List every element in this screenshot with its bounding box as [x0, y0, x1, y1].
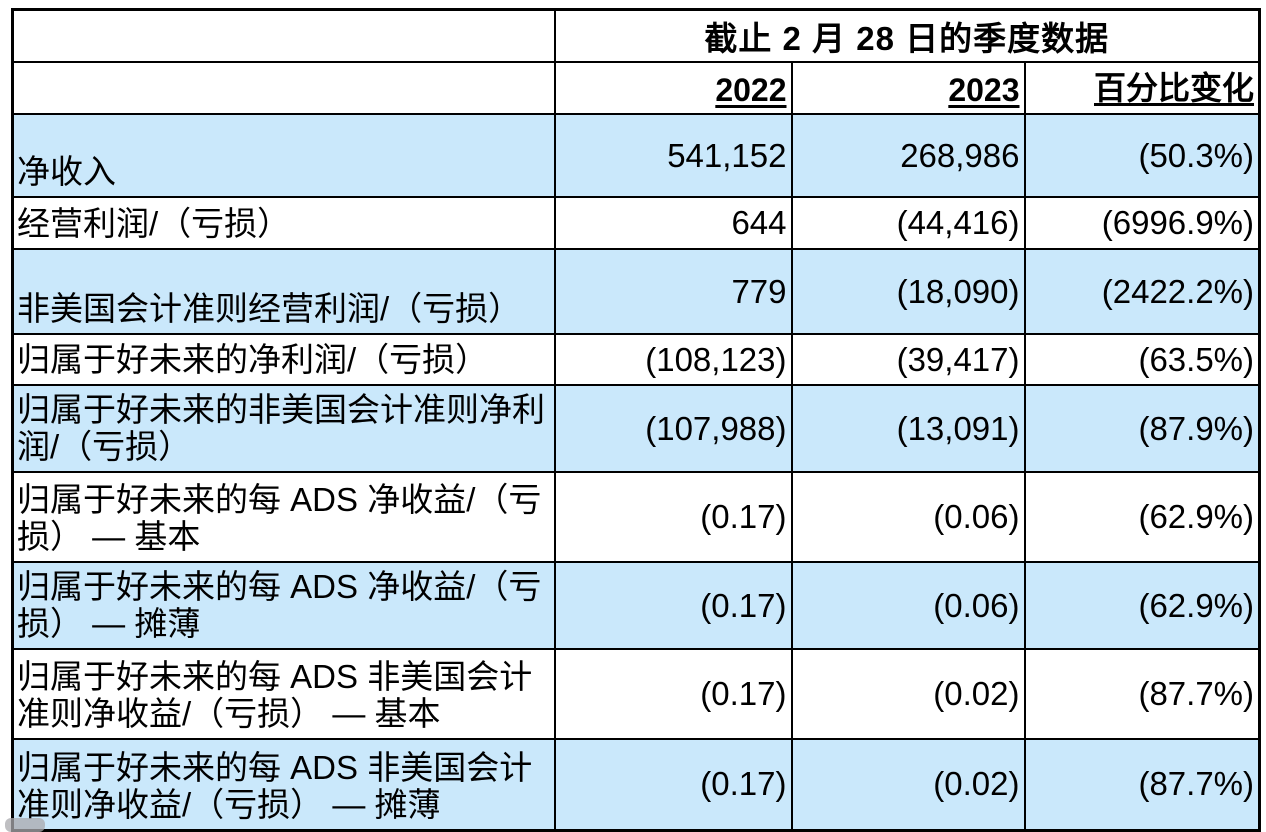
column-header-2022-text: 2022 — [715, 72, 787, 108]
column-header-percent-change: 百分比变化 — [1023, 61, 1261, 115]
value-2022-cell: 779 — [553, 248, 793, 335]
row-label-cell: 归属于好未来的每 ADS 净收益/（亏损） — 摊薄 — [11, 561, 556, 650]
value-2022-cell: (0.17) — [553, 561, 793, 650]
table-row-net-revenue: 净收入 541,152 268,986 (50.3%) — [11, 113, 1261, 198]
row-label-cell: 非美国会计准则经营利润/（亏损） — [11, 248, 556, 335]
table-row-net-income-per-ads-diluted: 归属于好未来的每 ADS 净收益/（亏损） — 摊薄 (0.17) (0.06)… — [11, 561, 1261, 650]
row-label-cell: 归属于好未来的每 ADS 净收益/（亏损） — 基本 — [11, 471, 556, 563]
row-label-cell: 净收入 — [11, 113, 556, 198]
column-header-percent-change-text: 百分比变化 — [1094, 70, 1255, 106]
quarterly-financial-table: 截止 2 月 28 日的季度数据 2022 2023 百分比变化 净收入 541… — [11, 8, 1262, 832]
header-row-columns: 2022 2023 百分比变化 — [11, 61, 1261, 115]
value-2022-cell: (0.17) — [553, 471, 793, 563]
row-label-cell: 归属于好未来的净利润/（亏损） — [11, 333, 556, 386]
screenshot-edge-artifact — [5, 818, 45, 832]
header-row-title: 截止 2 月 28 日的季度数据 — [11, 8, 1261, 63]
value-2022-cell: (0.17) — [553, 648, 793, 740]
percent-change-cell: (50.3%) — [1023, 113, 1261, 198]
table-row-non-gaap-operating-income: 非美国会计准则经营利润/（亏损） 779 (18,090) (2422.2%) — [11, 248, 1261, 335]
percent-change-cell: (87.9%) — [1023, 384, 1261, 473]
table-row-net-income-per-ads-basic: 归属于好未来的每 ADS 净收益/（亏损） — 基本 (0.17) (0.06)… — [11, 471, 1261, 563]
value-2022-cell: (0.17) — [553, 738, 793, 831]
value-2023-cell: (39,417) — [790, 333, 1026, 386]
value-2022-cell: (107,988) — [553, 384, 793, 473]
percent-change-cell: (6996.9%) — [1023, 196, 1261, 250]
value-2023-cell: 268,986 — [790, 113, 1026, 198]
value-2022-cell: (108,123) — [553, 333, 793, 386]
row-label-cell: 归属于好未来的每 ADS 非美国会计准则净收益/（亏损） — 基本 — [11, 648, 556, 740]
percent-change-cell: (2422.2%) — [1023, 248, 1261, 335]
empty-header-cell — [11, 61, 556, 115]
row-label-cell: 归属于好未来的非美国会计准则净利润/（亏损） — [11, 384, 556, 473]
column-header-2023-text: 2023 — [948, 72, 1020, 108]
value-2023-cell: (0.02) — [790, 648, 1026, 740]
table-row-non-gaap-net-income-attributable: 归属于好未来的非美国会计准则净利润/（亏损） (107,988) (13,091… — [11, 384, 1261, 473]
table-title: 截止 2 月 28 日的季度数据 — [553, 8, 1261, 63]
table-row-non-gaap-net-income-per-ads-diluted: 归属于好未来的每 ADS 非美国会计准则净收益/（亏损） — 摊薄 (0.17)… — [11, 738, 1261, 831]
percent-change-cell: (62.9%) — [1023, 471, 1261, 563]
table-row-operating-income: 经营利润/（亏损） 644 (44,416) (6996.9%) — [11, 196, 1261, 250]
percent-change-cell: (62.9%) — [1023, 561, 1261, 650]
column-header-2023: 2023 — [790, 61, 1026, 115]
row-label-cell: 归属于好未来的每 ADS 非美国会计准则净收益/（亏损） — 摊薄 — [11, 738, 556, 831]
value-2022-cell: 644 — [553, 196, 793, 250]
column-header-2022: 2022 — [553, 61, 793, 115]
percent-change-cell: (87.7%) — [1023, 738, 1261, 831]
value-2023-cell: (18,090) — [790, 248, 1026, 335]
value-2023-cell: (0.06) — [790, 561, 1026, 650]
value-2023-cell: (44,416) — [790, 196, 1026, 250]
value-2023-cell: (0.06) — [790, 471, 1026, 563]
table-row-net-income-attributable: 归属于好未来的净利润/（亏损） (108,123) (39,417) (63.5… — [11, 333, 1261, 386]
percent-change-cell: (87.7%) — [1023, 648, 1261, 740]
value-2022-cell: 541,152 — [553, 113, 793, 198]
value-2023-cell: (0.02) — [790, 738, 1026, 831]
empty-corner-cell — [11, 8, 556, 63]
percent-change-cell: (63.5%) — [1023, 333, 1261, 386]
table-row-non-gaap-net-income-per-ads-basic: 归属于好未来的每 ADS 非美国会计准则净收益/（亏损） — 基本 (0.17)… — [11, 648, 1261, 740]
financial-table-sheet: 截止 2 月 28 日的季度数据 2022 2023 百分比变化 净收入 541… — [11, 8, 1262, 832]
value-2023-cell: (13,091) — [790, 384, 1026, 473]
row-label-cell: 经营利润/（亏损） — [11, 196, 556, 250]
